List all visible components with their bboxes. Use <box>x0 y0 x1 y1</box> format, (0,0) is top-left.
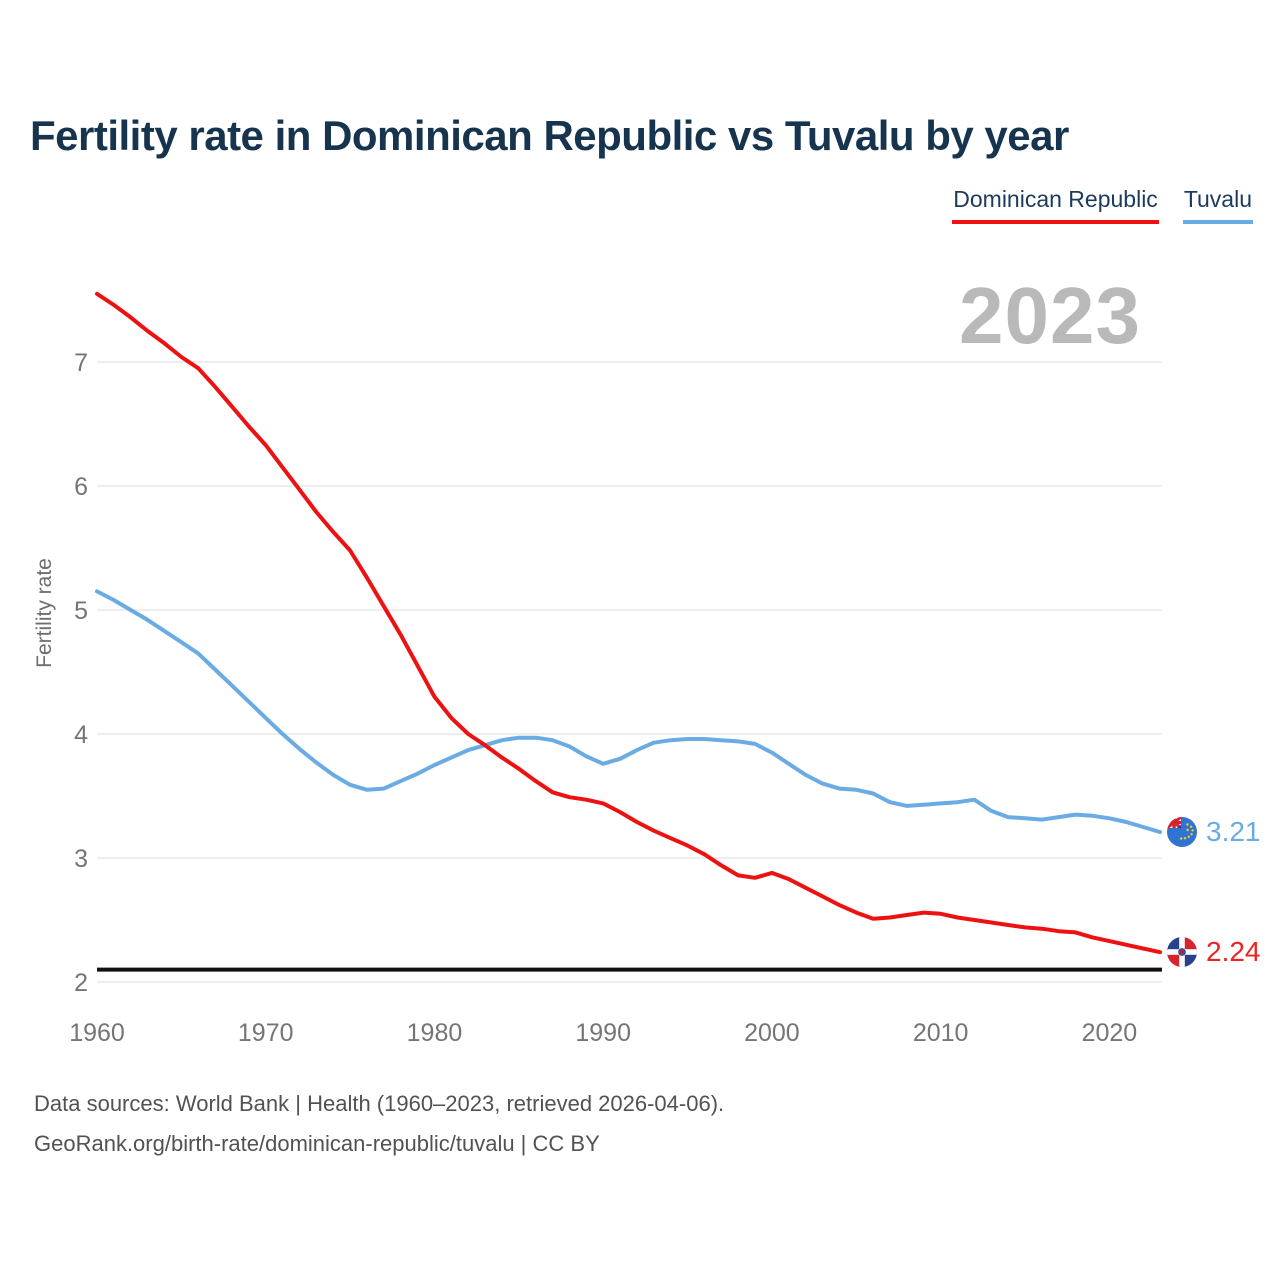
svg-text:2000: 2000 <box>744 1019 800 1047</box>
axis-tick-labels: 2 3 4 5 6 7 1960 1970 1980 1990 2000 2010 2020 <box>69 349 1137 1047</box>
page-title: Fertility rate in Dominican Republic vs … <box>30 112 1069 159</box>
svg-text:2: 2 <box>74 969 88 997</box>
svg-text:5: 5 <box>74 597 88 625</box>
svg-text:1970: 1970 <box>238 1019 294 1047</box>
legend: Dominican Republic Tuvalu <box>952 186 1253 224</box>
svg-text:4: 4 <box>74 721 88 749</box>
svg-text:3: 3 <box>74 845 88 873</box>
gridlines <box>97 361 1162 983</box>
svg-text:1960: 1960 <box>69 1019 125 1047</box>
series-end-marker-tuvalu: 3.21 <box>1167 815 1261 847</box>
dominican-republic-flag-icon <box>1167 937 1197 968</box>
legend-item-dominican-republic[interactable]: Dominican Republic <box>952 186 1159 224</box>
end-value-dominican-republic: 2.24 <box>1206 936 1261 968</box>
svg-text:7: 7 <box>74 349 88 377</box>
end-value-tuvalu: 3.21 <box>1206 815 1261 847</box>
svg-text:1990: 1990 <box>575 1019 631 1047</box>
series-end-marker-dominican-republic: 2.24 <box>1167 936 1261 968</box>
series-line-tuvalu <box>95 589 1162 834</box>
footer-attribution-line: GeoRank.org/birth-rate/dominican-republi… <box>34 1131 600 1156</box>
series-line-dominican-republic <box>95 291 1162 955</box>
tuvalu-flag-icon <box>1167 816 1197 847</box>
footer: Data sources: World Bank | Health (1960–… <box>34 1084 724 1164</box>
footer-sources-line: Data sources: World Bank | Health (1960–… <box>34 1091 725 1116</box>
svg-text:2010: 2010 <box>913 1019 969 1047</box>
svg-text:1980: 1980 <box>407 1019 463 1047</box>
legend-item-tuvalu[interactable]: Tuvalu <box>1182 186 1253 224</box>
watermark-year: 2023 <box>959 271 1141 360</box>
svg-text:6: 6 <box>74 473 88 501</box>
svg-text:2020: 2020 <box>1082 1019 1138 1047</box>
